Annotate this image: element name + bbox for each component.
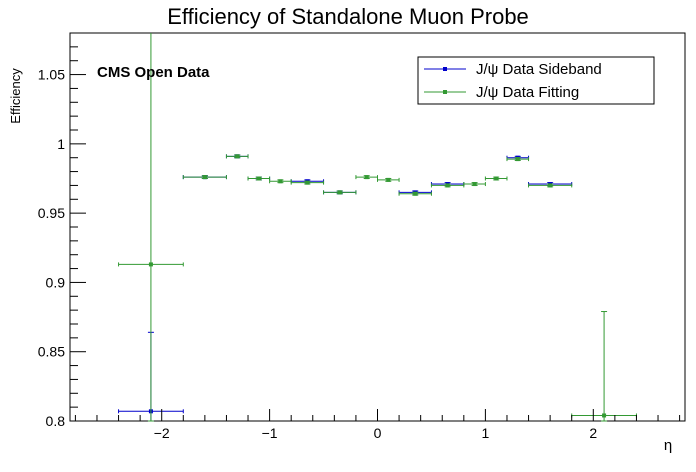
data-point — [225, 154, 249, 159]
legend-label: J/ψ Data Fitting — [476, 84, 579, 101]
marker — [278, 179, 283, 184]
marker — [386, 177, 391, 182]
y-tick-label: 0.8 — [46, 413, 66, 429]
legend-entry: J/ψ Data Fitting — [424, 84, 579, 101]
marker — [235, 154, 240, 159]
data-point — [484, 176, 508, 181]
legend-marker — [443, 67, 447, 71]
marker — [548, 183, 553, 188]
marker — [494, 176, 499, 181]
y-tick-label: 1 — [57, 136, 65, 152]
marker — [515, 157, 520, 162]
y-tick-label: 0.85 — [38, 344, 65, 360]
x-tick-label: −1 — [262, 425, 278, 441]
marker — [602, 413, 607, 418]
data-point — [269, 179, 292, 184]
legend: J/ψ Data Sideband J/ψ Data Fitting — [417, 56, 655, 105]
x-axis: −2 −1 0 1 2 — [74, 409, 681, 441]
chart-title: Efficiency of Standalone Muon Probe — [167, 4, 529, 29]
marker — [413, 191, 418, 196]
x-tick-label: 0 — [374, 425, 382, 441]
series-layer — [118, 33, 637, 422]
marker — [472, 182, 477, 187]
data-point — [528, 183, 573, 188]
data-point — [290, 180, 325, 185]
marker — [202, 175, 207, 180]
data-point — [118, 33, 184, 422]
data-point — [247, 176, 271, 181]
legend-entry: J/ψ Data Sideband — [424, 61, 602, 78]
x-axis-title: η — [664, 437, 672, 454]
data-point — [506, 157, 530, 162]
data-point — [377, 177, 400, 182]
data-point — [571, 311, 637, 422]
data-point — [182, 175, 227, 180]
y-tick-label: 0.9 — [46, 274, 66, 290]
x-tick-label: 1 — [481, 425, 489, 441]
legend-box — [417, 56, 655, 105]
y-axis-title: Efficiency — [8, 68, 23, 124]
legend-marker — [443, 90, 447, 94]
cms-open-data-label: CMS Open Data — [97, 64, 210, 81]
marker — [445, 183, 450, 188]
data-point — [323, 190, 357, 195]
marker — [337, 190, 342, 195]
marker — [256, 176, 261, 181]
data-point — [398, 191, 432, 196]
y-tick-label: 1.05 — [38, 67, 65, 83]
marker — [364, 175, 369, 180]
data-point — [355, 175, 378, 180]
marker — [148, 262, 153, 267]
y-axis: 0.8 0.85 0.9 0.95 1 1.05 — [38, 32, 86, 429]
series-fitting — [118, 33, 637, 422]
marker — [305, 180, 310, 185]
data-point — [463, 182, 486, 187]
legend-label: J/ψ Data Sideband — [476, 61, 602, 78]
series-sideband — [118, 154, 573, 422]
x-tick-label: −2 — [154, 425, 170, 441]
x-tick-label: 2 — [589, 425, 597, 441]
y-tick-label: 0.95 — [38, 205, 65, 221]
